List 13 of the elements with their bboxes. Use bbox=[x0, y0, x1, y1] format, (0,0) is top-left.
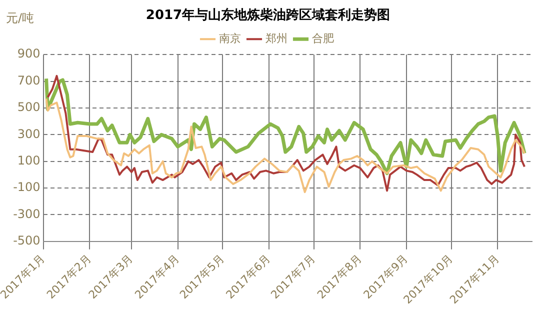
y-tick-label: -100 bbox=[13, 180, 40, 194]
legend-label: 郑州 bbox=[265, 32, 288, 45]
y-tick-label: 700 bbox=[17, 73, 40, 88]
y-tick-label: 100 bbox=[17, 153, 40, 168]
y-tick-label: 900 bbox=[17, 46, 40, 61]
legend-label: 合肥 bbox=[312, 32, 334, 45]
y-axis-title: 元/吨 bbox=[6, 10, 34, 27]
y-tick-label: 500 bbox=[17, 100, 40, 114]
y-tick-label: 300 bbox=[17, 126, 40, 141]
y-tick-label: -300 bbox=[13, 206, 40, 221]
legend-label: 南京 bbox=[218, 32, 241, 45]
y-tick-label: -500 bbox=[13, 234, 40, 248]
chart-title: 2017年与山东地炼柴油跨区域套利走势图 bbox=[146, 7, 390, 24]
